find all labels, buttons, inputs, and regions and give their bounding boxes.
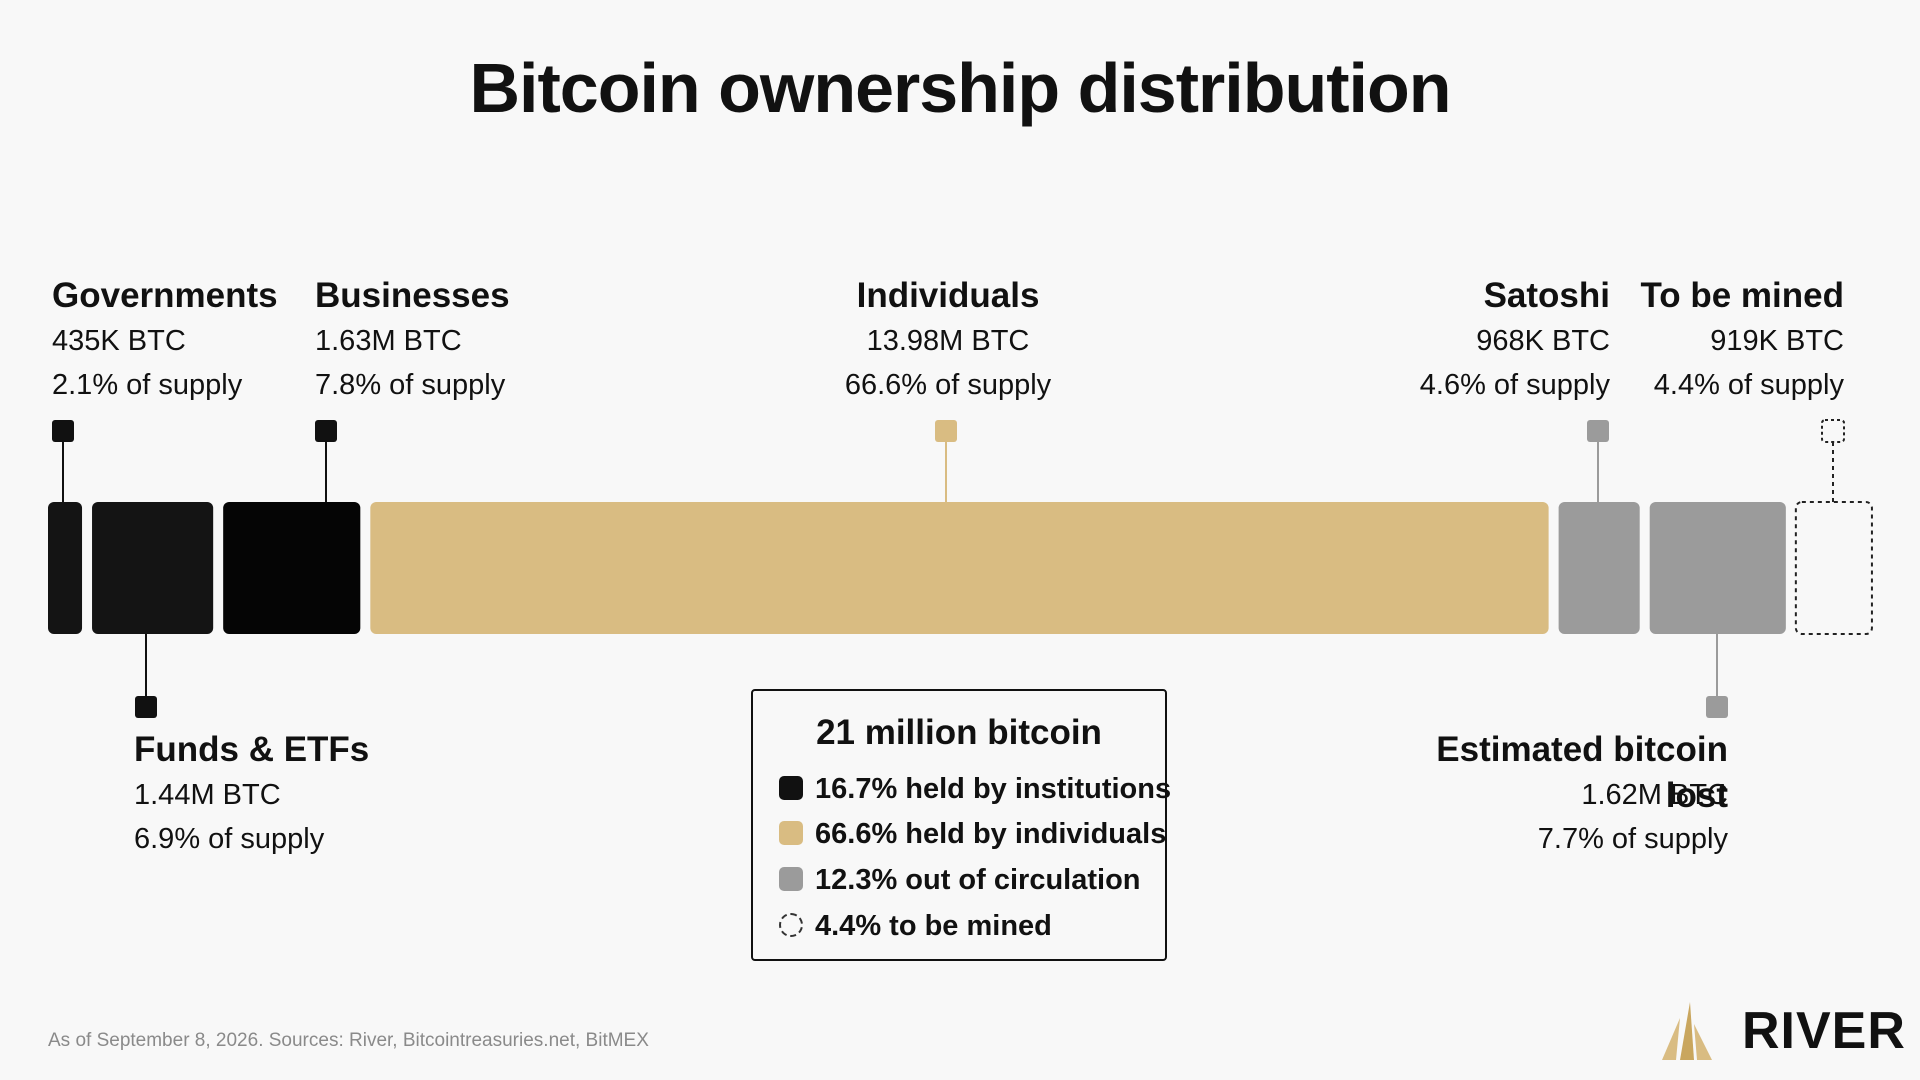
label-satoshi-pct: 4.6% of supply — [1419, 369, 1610, 401]
marker-businesses — [315, 420, 337, 442]
legend-item-institutions: 16.7% held by institutions — [779, 769, 1171, 809]
label-individuals-pct: 66.6% of supply — [844, 369, 1052, 401]
bar-segment-funds-etfs — [92, 502, 214, 634]
bar-segment-individuals — [370, 502, 1549, 634]
river-logo: RIVER — [1660, 1000, 1905, 1062]
label-satoshi-name: Satoshi — [1483, 276, 1610, 315]
label-businesses: Businesses 1.63M BTC 7.8% of supply — [315, 273, 675, 407]
legend-text-institutions: 16.7% held by institutions — [815, 773, 1172, 805]
legend-swatch-individuals — [779, 821, 803, 846]
label-individuals: Individuals 13.98M BTC 66.6% of supply — [768, 273, 1128, 407]
legend-text-individuals: 66.6% held by individuals — [815, 818, 1167, 850]
label-to-be-mined-btc: 919K BTC — [1710, 325, 1844, 357]
label-governments-pct: 2.1% of supply — [52, 369, 243, 401]
legend-text-out-of-circulation: 12.3% out of circulation — [815, 864, 1141, 896]
label-funds-etfs: Funds & ETFs 1.44M BTC 6.9% of supply — [134, 727, 494, 861]
footer-sources: As of September 8, 2026. Sources: River,… — [48, 1030, 649, 1051]
label-businesses-pct: 7.8% of supply — [315, 369, 506, 401]
label-individuals-btc: 13.98M BTC — [866, 325, 1030, 357]
river-logo-text: RIVER — [1742, 1002, 1906, 1060]
label-lost-name: Estimated bitcoin lost — [1436, 730, 1728, 815]
legend: 21 million bitcoin 16.7% held by institu… — [751, 689, 1171, 961]
legend-swatch-institutions — [779, 776, 803, 801]
marker-estimated-lost — [1706, 696, 1728, 718]
label-satoshi: Satoshi 968K BTC 4.6% of supply — [1250, 273, 1610, 407]
river-mountain-icon — [1662, 1002, 1712, 1060]
marker-governments — [52, 420, 74, 442]
bar-segment-satoshi — [1558, 502, 1640, 634]
legend-item-to-be-mined: 4.4% to be mined — [779, 906, 1052, 946]
label-funds-name: Funds & ETFs — [134, 730, 370, 769]
bar-segment-businesses — [223, 502, 361, 634]
label-to-be-mined-pct: 4.4% of supply — [1653, 369, 1844, 401]
bar-segment-governments — [48, 502, 83, 634]
chart-title: Bitcoin ownership distribution — [469, 49, 1451, 127]
marker-individuals — [935, 420, 957, 442]
label-governments-btc: 435K BTC — [52, 325, 186, 357]
label-lost-pct: 7.7% of supply — [1537, 823, 1728, 855]
legend-item-individuals: 66.6% held by individuals — [779, 814, 1166, 854]
label-to-be-mined-name: To be mined — [1640, 276, 1844, 315]
bar-segment-estimated-lost — [1649, 502, 1786, 634]
bar-segment-to-be-mined — [1794, 501, 1873, 635]
legend-title: 21 million bitcoin — [816, 713, 1102, 752]
label-lost-btc: 1.62M BTC — [1581, 779, 1728, 811]
marker-funds-etfs — [135, 696, 157, 718]
label-individuals-name: Individuals — [856, 276, 1040, 315]
legend-swatch-out-of-circulation — [779, 867, 803, 892]
legend-item-out-of-circulation: 12.3% out of circulation — [779, 860, 1141, 900]
label-to-be-mined: To be mined 919K BTC 4.4% of supply — [1484, 273, 1844, 407]
label-estimated-lost: Estimated bitcoin lost 1.62M BTC 7.7% of… — [1368, 727, 1728, 861]
legend-text-to-be-mined: 4.4% to be mined — [815, 910, 1052, 942]
label-governments: Governments 435K BTC 2.1% of supply — [52, 273, 412, 407]
label-governments-name: Governments — [52, 276, 278, 315]
label-funds-pct: 6.9% of supply — [134, 823, 325, 855]
legend-swatch-to-be-mined — [779, 913, 803, 938]
label-businesses-name: Businesses — [315, 276, 510, 315]
marker-satoshi — [1587, 420, 1609, 442]
label-businesses-btc: 1.63M BTC — [315, 325, 462, 357]
marker-to-be-mined — [1821, 419, 1845, 443]
label-funds-btc: 1.44M BTC — [134, 779, 281, 811]
label-satoshi-btc: 968K BTC — [1476, 325, 1610, 357]
